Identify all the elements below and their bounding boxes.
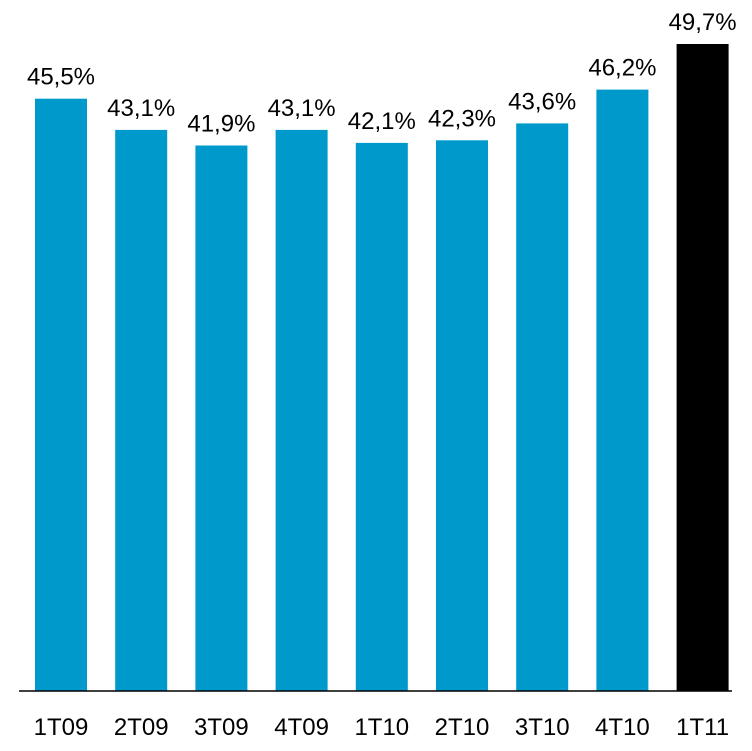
- x-tick-label-3T10: 3T10: [515, 714, 570, 741]
- x-tick-label-4T10: 4T10: [595, 714, 650, 741]
- x-tick-label-1T10: 1T10: [354, 714, 409, 741]
- bar-4T09: [275, 129, 328, 691]
- value-label-1T11: 49,7%: [669, 9, 737, 36]
- bars-group: [35, 44, 729, 692]
- value-label-4T09: 43,1%: [268, 95, 336, 122]
- x-tick-label-1T11: 1T11: [676, 714, 729, 741]
- x-tick-label-2T09: 2T09: [114, 714, 169, 741]
- x-tick-label-4T09: 4T09: [274, 714, 329, 741]
- bar-2T09: [115, 129, 168, 691]
- bar-1T10: [355, 142, 408, 691]
- value-label-2T10: 42,3%: [428, 105, 496, 132]
- value-label-2T09: 43,1%: [107, 95, 175, 122]
- x-tick-labels-group: 1T09 2T09 3T09 4T09 1T10 2T10 3T10 4T10 1T11: [34, 714, 729, 741]
- value-label-1T10: 42,1%: [348, 108, 416, 135]
- value-label-3T09: 41,9%: [187, 111, 255, 138]
- x-tick-label-1T09: 1T09: [34, 714, 89, 741]
- value-label-3T10: 43,6%: [508, 88, 576, 115]
- bar-2T10: [436, 140, 488, 692]
- x-tick-label-3T09: 3T09: [194, 714, 249, 741]
- x-tick-label-2T10: 2T10: [435, 714, 490, 741]
- bar-4T10: [596, 89, 649, 692]
- value-label-4T10: 46,2%: [588, 55, 656, 82]
- value-labels-group: 45,5% 43,1% 41,9% 43,1% 42,1% 42,3% 43,6% 46,2%…: [27, 9, 737, 138]
- bar-3T09: [195, 145, 248, 691]
- bar-1T11: [676, 44, 729, 691]
- bar-1T09: [35, 98, 87, 691]
- bar-3T10: [516, 123, 569, 691]
- value-label-1T09: 45,5%: [27, 64, 95, 91]
